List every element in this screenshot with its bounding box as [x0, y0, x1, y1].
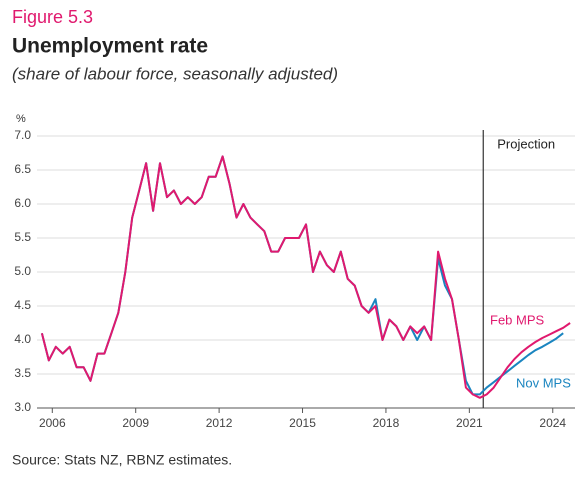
series-label: Nov MPS	[516, 375, 571, 390]
x-tick-label: 2006	[39, 416, 66, 430]
y-tick-label: 6.5	[14, 162, 31, 176]
chart-subtitle: (share of labour force, seasonally adjus…	[12, 64, 338, 83]
y-tick-label: 6.0	[14, 196, 31, 210]
source-note: Source: Stats NZ, RBNZ estimates.	[12, 452, 232, 468]
chart-title: Unemployment rate	[12, 35, 208, 58]
y-tick-label: 3.0	[14, 400, 31, 414]
y-tick-label: 5.0	[14, 264, 31, 278]
y-tick-label: 4.0	[14, 332, 31, 346]
x-tick-label: 2012	[206, 416, 233, 430]
series-line	[40, 155, 564, 396]
y-tick-label: 5.5	[14, 230, 31, 244]
figure-label: Figure 5.3	[12, 7, 93, 27]
x-tick-label: 2024	[539, 416, 566, 430]
y-tick-label: 7.0	[14, 128, 31, 142]
x-tick-label: 2015	[289, 416, 316, 430]
x-tick-label: 2018	[373, 416, 400, 430]
x-tick-label: 2009	[122, 416, 149, 430]
series-line	[40, 155, 571, 399]
y-tick-label: 4.5	[14, 298, 31, 312]
series-label: Feb MPS	[490, 312, 545, 327]
projection-label: Projection	[497, 136, 555, 151]
y-unit: %	[16, 113, 26, 125]
x-tick-label: 2021	[456, 416, 483, 430]
y-tick-label: 3.5	[14, 366, 31, 380]
